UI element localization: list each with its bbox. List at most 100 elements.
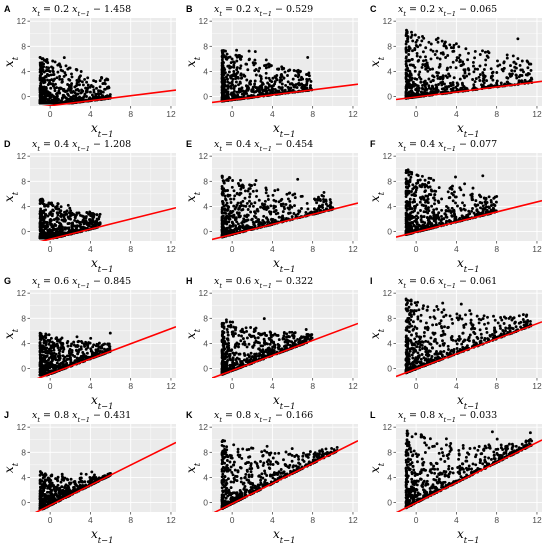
plot-background xyxy=(30,290,176,378)
data-point xyxy=(46,214,50,218)
data-point xyxy=(223,194,227,198)
data-point xyxy=(101,343,105,347)
data-point xyxy=(245,201,249,205)
data-point xyxy=(264,85,268,89)
data-point xyxy=(267,88,271,92)
x-axis-label: xt−1 xyxy=(91,393,114,411)
x-tick-label: 4 xyxy=(88,244,93,254)
data-point xyxy=(261,218,265,222)
data-point xyxy=(287,211,291,215)
data-point xyxy=(429,87,433,91)
data-point xyxy=(248,80,252,84)
data-point xyxy=(85,211,89,214)
data-point xyxy=(433,202,436,206)
data-point xyxy=(409,35,413,39)
panel-letter: H xyxy=(186,276,193,286)
data-point xyxy=(94,80,98,83)
data-point xyxy=(280,197,284,201)
data-point xyxy=(449,65,453,69)
data-point xyxy=(55,86,59,90)
data-point xyxy=(73,218,77,222)
data-point xyxy=(426,66,430,69)
y-tick-label: 4 xyxy=(21,201,26,211)
data-point xyxy=(253,79,257,83)
data-point xyxy=(481,49,484,53)
data-point xyxy=(280,86,284,90)
x-tick-label: 8 xyxy=(128,381,133,391)
data-point xyxy=(66,222,70,226)
data-point xyxy=(502,61,506,65)
data-point xyxy=(409,94,413,98)
data-point xyxy=(411,64,415,67)
data-point xyxy=(50,214,54,218)
data-point xyxy=(42,87,46,91)
x-tick-label: 0 xyxy=(230,109,235,119)
data-point xyxy=(232,333,235,337)
y-tick-label: 8 xyxy=(203,176,208,186)
data-point xyxy=(228,81,232,85)
data-point xyxy=(107,342,111,346)
data-point xyxy=(482,74,485,78)
data-point xyxy=(266,81,270,85)
data-point xyxy=(276,211,280,215)
data-point xyxy=(255,207,259,211)
data-point xyxy=(80,80,84,84)
data-point xyxy=(108,93,112,97)
data-point xyxy=(426,201,430,205)
data-point xyxy=(410,216,413,220)
data-point xyxy=(496,59,499,63)
data-point xyxy=(98,212,102,216)
data-point xyxy=(220,174,224,178)
data-point xyxy=(478,201,482,204)
x-tick-label: 8 xyxy=(310,244,315,254)
data-point xyxy=(221,193,225,197)
data-point xyxy=(516,37,520,41)
data-point xyxy=(66,83,70,86)
data-point xyxy=(462,74,465,78)
data-point xyxy=(59,226,62,230)
data-point xyxy=(77,348,81,352)
y-tick-label: 0 xyxy=(203,92,208,102)
data-point xyxy=(48,220,52,224)
data-point xyxy=(408,76,412,79)
data-point xyxy=(238,224,242,228)
data-point xyxy=(455,56,459,60)
data-point xyxy=(273,80,277,84)
data-point xyxy=(471,207,474,210)
data-point xyxy=(292,69,296,72)
data-point xyxy=(250,89,254,93)
data-point xyxy=(313,197,316,201)
data-point xyxy=(40,224,44,228)
data-point xyxy=(77,220,81,224)
y-tick-label: 0 xyxy=(21,227,26,237)
data-point xyxy=(73,355,77,358)
data-point xyxy=(451,184,454,188)
data-point xyxy=(98,85,102,89)
data-point xyxy=(249,210,253,214)
data-point xyxy=(427,209,431,213)
data-point xyxy=(410,57,414,61)
data-point xyxy=(238,228,242,231)
data-point xyxy=(94,92,98,96)
data-point xyxy=(76,224,80,228)
panel-title: xt = 0.4 xt−1 − 0.077 xyxy=(398,139,497,153)
data-point xyxy=(415,54,419,58)
data-point xyxy=(88,221,92,225)
data-point xyxy=(309,79,313,83)
data-point xyxy=(239,187,243,191)
data-point xyxy=(261,89,265,93)
data-point xyxy=(404,200,408,204)
data-point xyxy=(108,345,112,349)
data-point xyxy=(77,77,81,81)
panel-title: xt = 0.2 xt−1 − 0.529 xyxy=(214,4,313,18)
data-point xyxy=(68,66,72,70)
plot-marks xyxy=(396,28,542,101)
x-tick-label: 0 xyxy=(414,244,419,254)
data-point xyxy=(429,90,433,94)
data-point xyxy=(405,84,409,88)
y-axis-label: xt xyxy=(2,191,20,202)
data-point xyxy=(94,344,98,348)
data-point xyxy=(306,207,310,211)
data-point xyxy=(221,219,224,223)
